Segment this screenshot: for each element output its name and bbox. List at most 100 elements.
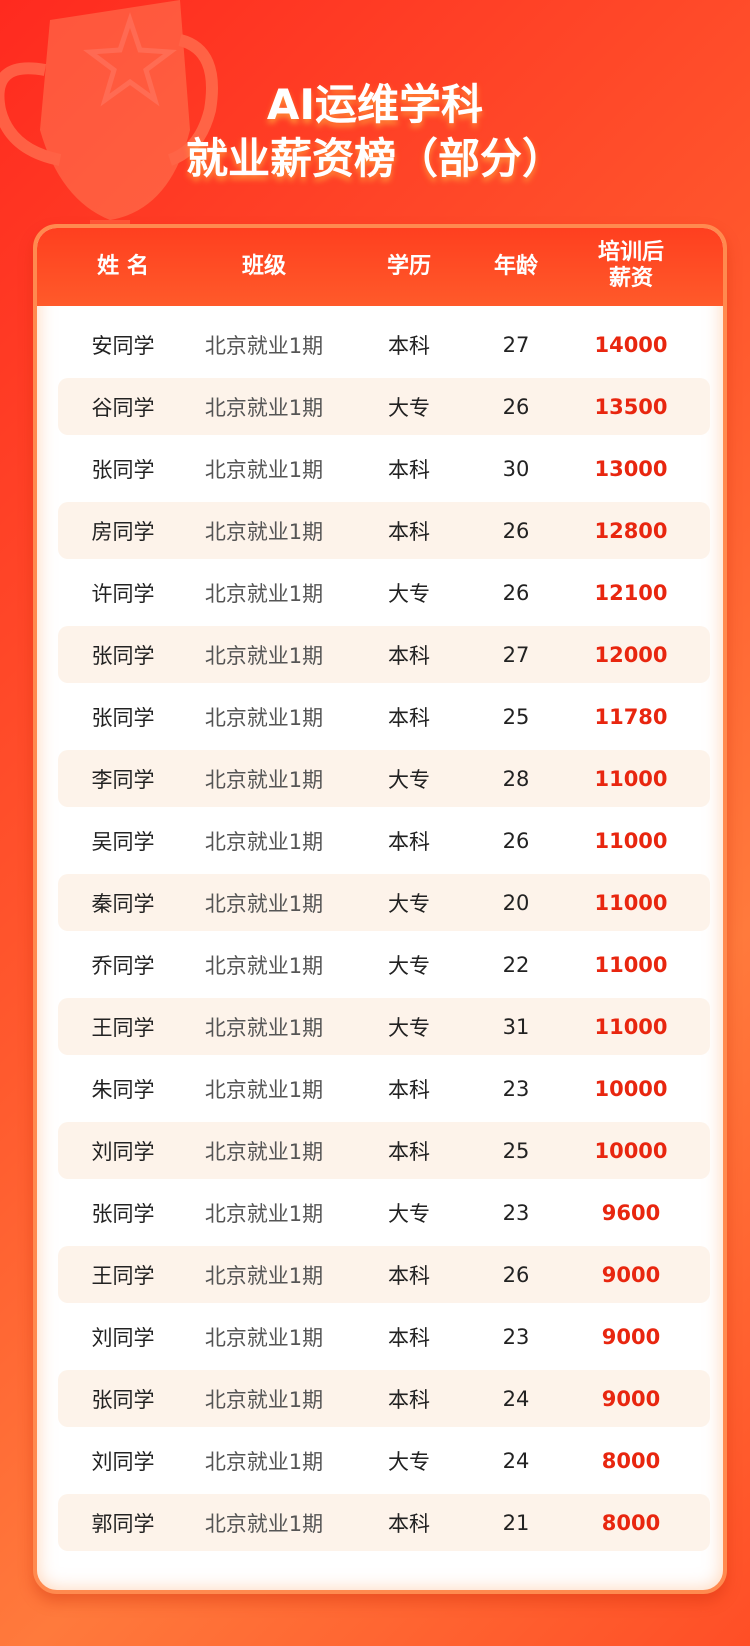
cell-name: 刘同学 — [91, 1325, 155, 1350]
header-salary: 培训后 薪资 — [598, 240, 664, 292]
cell-age: 25 — [502, 1138, 530, 1163]
cell-education: 大专 — [388, 395, 430, 420]
cell-education: 本科 — [388, 1387, 430, 1412]
cell-name: 张同学 — [91, 457, 155, 482]
table-row: 张同学 北京就业1期 本科 25 11780 — [58, 688, 710, 745]
cell-name: 朱同学 — [91, 1077, 155, 1102]
table-row: 郭同学 北京就业1期 本科 21 8000 — [58, 1494, 710, 1551]
cell-name: 秦同学 — [91, 891, 155, 916]
header-age: 年龄 — [493, 254, 539, 279]
cell-education: 本科 — [388, 1139, 430, 1164]
cell-name: 王同学 — [91, 1015, 155, 1040]
table-row: 李同学 北京就业1期 大专 28 11000 — [58, 750, 710, 807]
cell-education: 本科 — [388, 643, 430, 668]
cell-education: 大专 — [388, 581, 430, 606]
cell-class: 北京就业1期 — [204, 1015, 324, 1040]
cell-class: 北京就业1期 — [204, 1387, 324, 1412]
cell-name: 王同学 — [91, 1263, 155, 1288]
table-row: 张同学 北京就业1期 本科 27 12000 — [58, 626, 710, 683]
cell-name: 谷同学 — [91, 395, 155, 420]
cell-class: 北京就业1期 — [204, 457, 324, 482]
table-row: 房同学 北京就业1期 本科 26 12800 — [58, 502, 710, 559]
cell-salary: 11000 — [594, 890, 668, 915]
cell-age: 23 — [502, 1200, 530, 1225]
cell-class: 北京就业1期 — [204, 643, 324, 668]
cell-salary: 8000 — [601, 1510, 661, 1535]
cell-education: 大专 — [388, 891, 430, 916]
cell-education: 本科 — [388, 1077, 430, 1102]
cell-age: 31 — [502, 1014, 530, 1039]
cell-salary: 11000 — [594, 828, 668, 853]
title-line1: AI运维学科 — [266, 80, 484, 129]
cell-age: 21 — [502, 1510, 530, 1535]
table-row: 张同学 北京就业1期 大专 23 9600 — [58, 1184, 710, 1241]
cell-class: 北京就业1期 — [204, 705, 324, 730]
cell-name: 吴同学 — [91, 829, 155, 854]
cell-name: 许同学 — [91, 581, 155, 606]
cell-age: 23 — [502, 1324, 530, 1349]
cell-age: 30 — [502, 456, 530, 481]
cell-education: 本科 — [388, 457, 430, 482]
cell-age: 22 — [502, 952, 530, 977]
cell-name: 李同学 — [91, 767, 155, 792]
cell-class: 北京就业1期 — [204, 1511, 324, 1536]
cell-salary: 11000 — [594, 766, 668, 791]
cell-salary: 11000 — [594, 1014, 668, 1039]
cell-name: 安同学 — [91, 333, 155, 358]
cell-education: 大专 — [388, 1201, 430, 1226]
table-row: 秦同学 北京就业1期 大专 20 11000 — [58, 874, 710, 931]
cell-name: 张同学 — [91, 1387, 155, 1412]
cell-age: 26 — [502, 580, 530, 605]
table-row: 张同学 北京就业1期 本科 24 9000 — [58, 1370, 710, 1427]
table-row: 朱同学 北京就业1期 本科 23 10000 — [58, 1060, 710, 1117]
cell-education: 本科 — [388, 1263, 430, 1288]
cell-name: 张同学 — [91, 1201, 155, 1226]
cell-salary: 11000 — [594, 952, 668, 977]
header-salary-line1: 培训后 — [597, 240, 665, 265]
cell-class: 北京就业1期 — [204, 953, 324, 978]
table-row: 王同学 北京就业1期 大专 31 11000 — [58, 998, 710, 1055]
table-row: 许同学 北京就业1期 大专 26 12100 — [58, 564, 710, 621]
cell-age: 27 — [502, 332, 530, 357]
cell-education: 本科 — [388, 1325, 430, 1350]
cell-class: 北京就业1期 — [204, 1263, 324, 1288]
cell-name: 张同学 — [91, 643, 155, 668]
table-row: 王同学 北京就业1期 本科 26 9000 — [58, 1246, 710, 1303]
header-class: 班级 — [241, 254, 287, 279]
table-header: 姓 名 班级 学历 年龄 培训后 薪资 — [37, 228, 723, 306]
cell-age: 20 — [502, 890, 530, 915]
cell-salary: 12000 — [594, 642, 668, 667]
header-name: 姓 名 — [97, 254, 149, 279]
cell-salary: 10000 — [594, 1076, 668, 1101]
cell-education: 本科 — [388, 705, 430, 730]
table-row: 刘同学 北京就业1期 本科 25 10000 — [58, 1122, 710, 1179]
cell-age: 26 — [502, 518, 530, 543]
cell-education: 大专 — [388, 1449, 430, 1474]
cell-age: 24 — [502, 1448, 530, 1473]
table-row: 吴同学 北京就业1期 本科 26 11000 — [58, 812, 710, 869]
cell-age: 26 — [502, 394, 530, 419]
cell-class: 北京就业1期 — [204, 1139, 324, 1164]
cell-class: 北京就业1期 — [204, 1201, 324, 1226]
cell-salary: 9000 — [601, 1262, 661, 1287]
cell-name: 房同学 — [91, 519, 155, 544]
table-row: 乔同学 北京就业1期 大专 22 11000 — [58, 936, 710, 993]
cell-education: 大专 — [388, 1015, 430, 1040]
cell-age: 26 — [502, 1262, 530, 1287]
cell-salary: 10000 — [594, 1138, 668, 1163]
cell-class: 北京就业1期 — [204, 519, 324, 544]
table-row: 刘同学 北京就业1期 大专 24 8000 — [58, 1432, 710, 1489]
cell-salary: 9000 — [601, 1386, 661, 1411]
cell-education: 本科 — [388, 829, 430, 854]
cell-education: 本科 — [388, 1511, 430, 1536]
cell-class: 北京就业1期 — [204, 1077, 324, 1102]
cell-class: 北京就业1期 — [204, 333, 324, 358]
cell-age: 26 — [502, 828, 530, 853]
cell-age: 23 — [502, 1076, 530, 1101]
table-row: 谷同学 北京就业1期 大专 26 13500 — [58, 378, 710, 435]
cell-class: 北京就业1期 — [204, 891, 324, 916]
cell-class: 北京就业1期 — [204, 767, 324, 792]
cell-education: 本科 — [388, 333, 430, 358]
header-salary-line2: 薪资 — [608, 266, 654, 291]
cell-name: 郭同学 — [91, 1511, 155, 1536]
